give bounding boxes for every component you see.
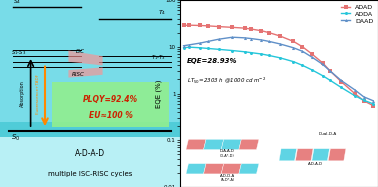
DAAD [339, 79, 343, 82]
Text: EU≈100 %: EU≈100 % [89, 111, 133, 120]
Bar [0, 122, 180, 137]
DAAD [352, 89, 357, 91]
ADDA [328, 79, 333, 82]
ADAD [248, 28, 253, 30]
ADAD [278, 35, 282, 37]
DAAD [267, 40, 271, 43]
DAAD [243, 37, 247, 39]
ADAD [328, 70, 333, 72]
ADAD [243, 27, 247, 29]
Text: $LT_{50}$=2303 h @1000 cd m$^{-2}$: $LT_{50}$=2303 h @1000 cd m$^{-2}$ [187, 76, 266, 86]
DAAD [371, 100, 375, 102]
Polygon shape [68, 50, 102, 65]
Text: $S_0$: $S_0$ [11, 133, 20, 143]
DAAD [206, 40, 210, 43]
ADAD [259, 30, 264, 32]
DAAD [198, 42, 203, 44]
ADAD [267, 32, 271, 34]
DAAD [328, 70, 333, 72]
ADDA [321, 75, 325, 77]
ADDA [352, 94, 357, 97]
FancyBboxPatch shape [52, 82, 169, 127]
ADAD [310, 53, 314, 55]
ADAD [339, 80, 343, 83]
DAAD [361, 96, 366, 98]
ADDA [339, 86, 343, 88]
ADAD [300, 46, 305, 48]
ADDA [248, 51, 253, 54]
DAAD [300, 50, 305, 52]
Line: ADDA: ADDA [182, 46, 375, 105]
DAAD [291, 47, 296, 49]
ADAD [187, 24, 192, 26]
ADAD [230, 26, 234, 28]
Line: DAAD: DAAD [182, 36, 375, 102]
Text: EQE=28.93%: EQE=28.93% [187, 58, 237, 64]
ADDA [267, 54, 271, 57]
ADDA [230, 49, 234, 52]
Text: A-D-A-D: A-D-A-D [75, 149, 105, 158]
ADAD [206, 25, 210, 27]
ADDA [371, 103, 375, 105]
ADDA [198, 47, 203, 49]
Text: ISC: ISC [76, 49, 85, 54]
ADDA [278, 57, 282, 59]
Bar [0, 0, 180, 137]
ADAD [181, 24, 186, 27]
Text: $T_1$-$T_3$: $T_1$-$T_3$ [151, 53, 166, 62]
ADDA [187, 46, 192, 48]
ADDA [310, 69, 314, 71]
ADDA [259, 53, 264, 55]
ADDA [291, 61, 296, 63]
Text: $S_1$-$S_3$: $S_1$-$S_3$ [11, 48, 26, 57]
ADDA [217, 48, 221, 50]
Legend: ADAD, ADDA, DAAD: ADAD, ADDA, DAAD [340, 3, 375, 25]
Text: RISC: RISC [72, 72, 85, 77]
DAAD [230, 36, 234, 38]
ADAD [217, 25, 221, 28]
DAAD [259, 39, 264, 41]
ADDA [243, 51, 247, 53]
DAAD [248, 37, 253, 40]
DAAD [310, 56, 314, 58]
Line: ADAD: ADAD [182, 24, 375, 107]
Text: Absorption: Absorption [20, 80, 25, 107]
Text: Fluorescence+TADF: Fluorescence+TADF [36, 73, 40, 114]
ADAD [371, 105, 375, 107]
ADAD [361, 100, 366, 102]
ADAD [352, 92, 357, 95]
ADDA [361, 99, 366, 101]
DAAD [217, 38, 221, 40]
ADDA [300, 64, 305, 66]
Text: $S_4$: $S_4$ [12, 0, 21, 6]
Polygon shape [68, 67, 102, 78]
DAAD [181, 45, 186, 47]
ADDA [206, 47, 210, 50]
ADDA [181, 47, 186, 49]
Y-axis label: EQE (%): EQE (%) [156, 79, 162, 108]
Text: $T_4$: $T_4$ [158, 8, 167, 17]
DAAD [187, 44, 192, 46]
ADAD [291, 40, 296, 43]
Text: PLQY=92.4%: PLQY=92.4% [83, 95, 138, 104]
DAAD [278, 43, 282, 45]
ADAD [321, 62, 325, 64]
Text: multiple ISC-RISC cycles: multiple ISC-RISC cycles [48, 171, 132, 177]
ADAD [198, 24, 203, 27]
DAAD [321, 63, 325, 65]
